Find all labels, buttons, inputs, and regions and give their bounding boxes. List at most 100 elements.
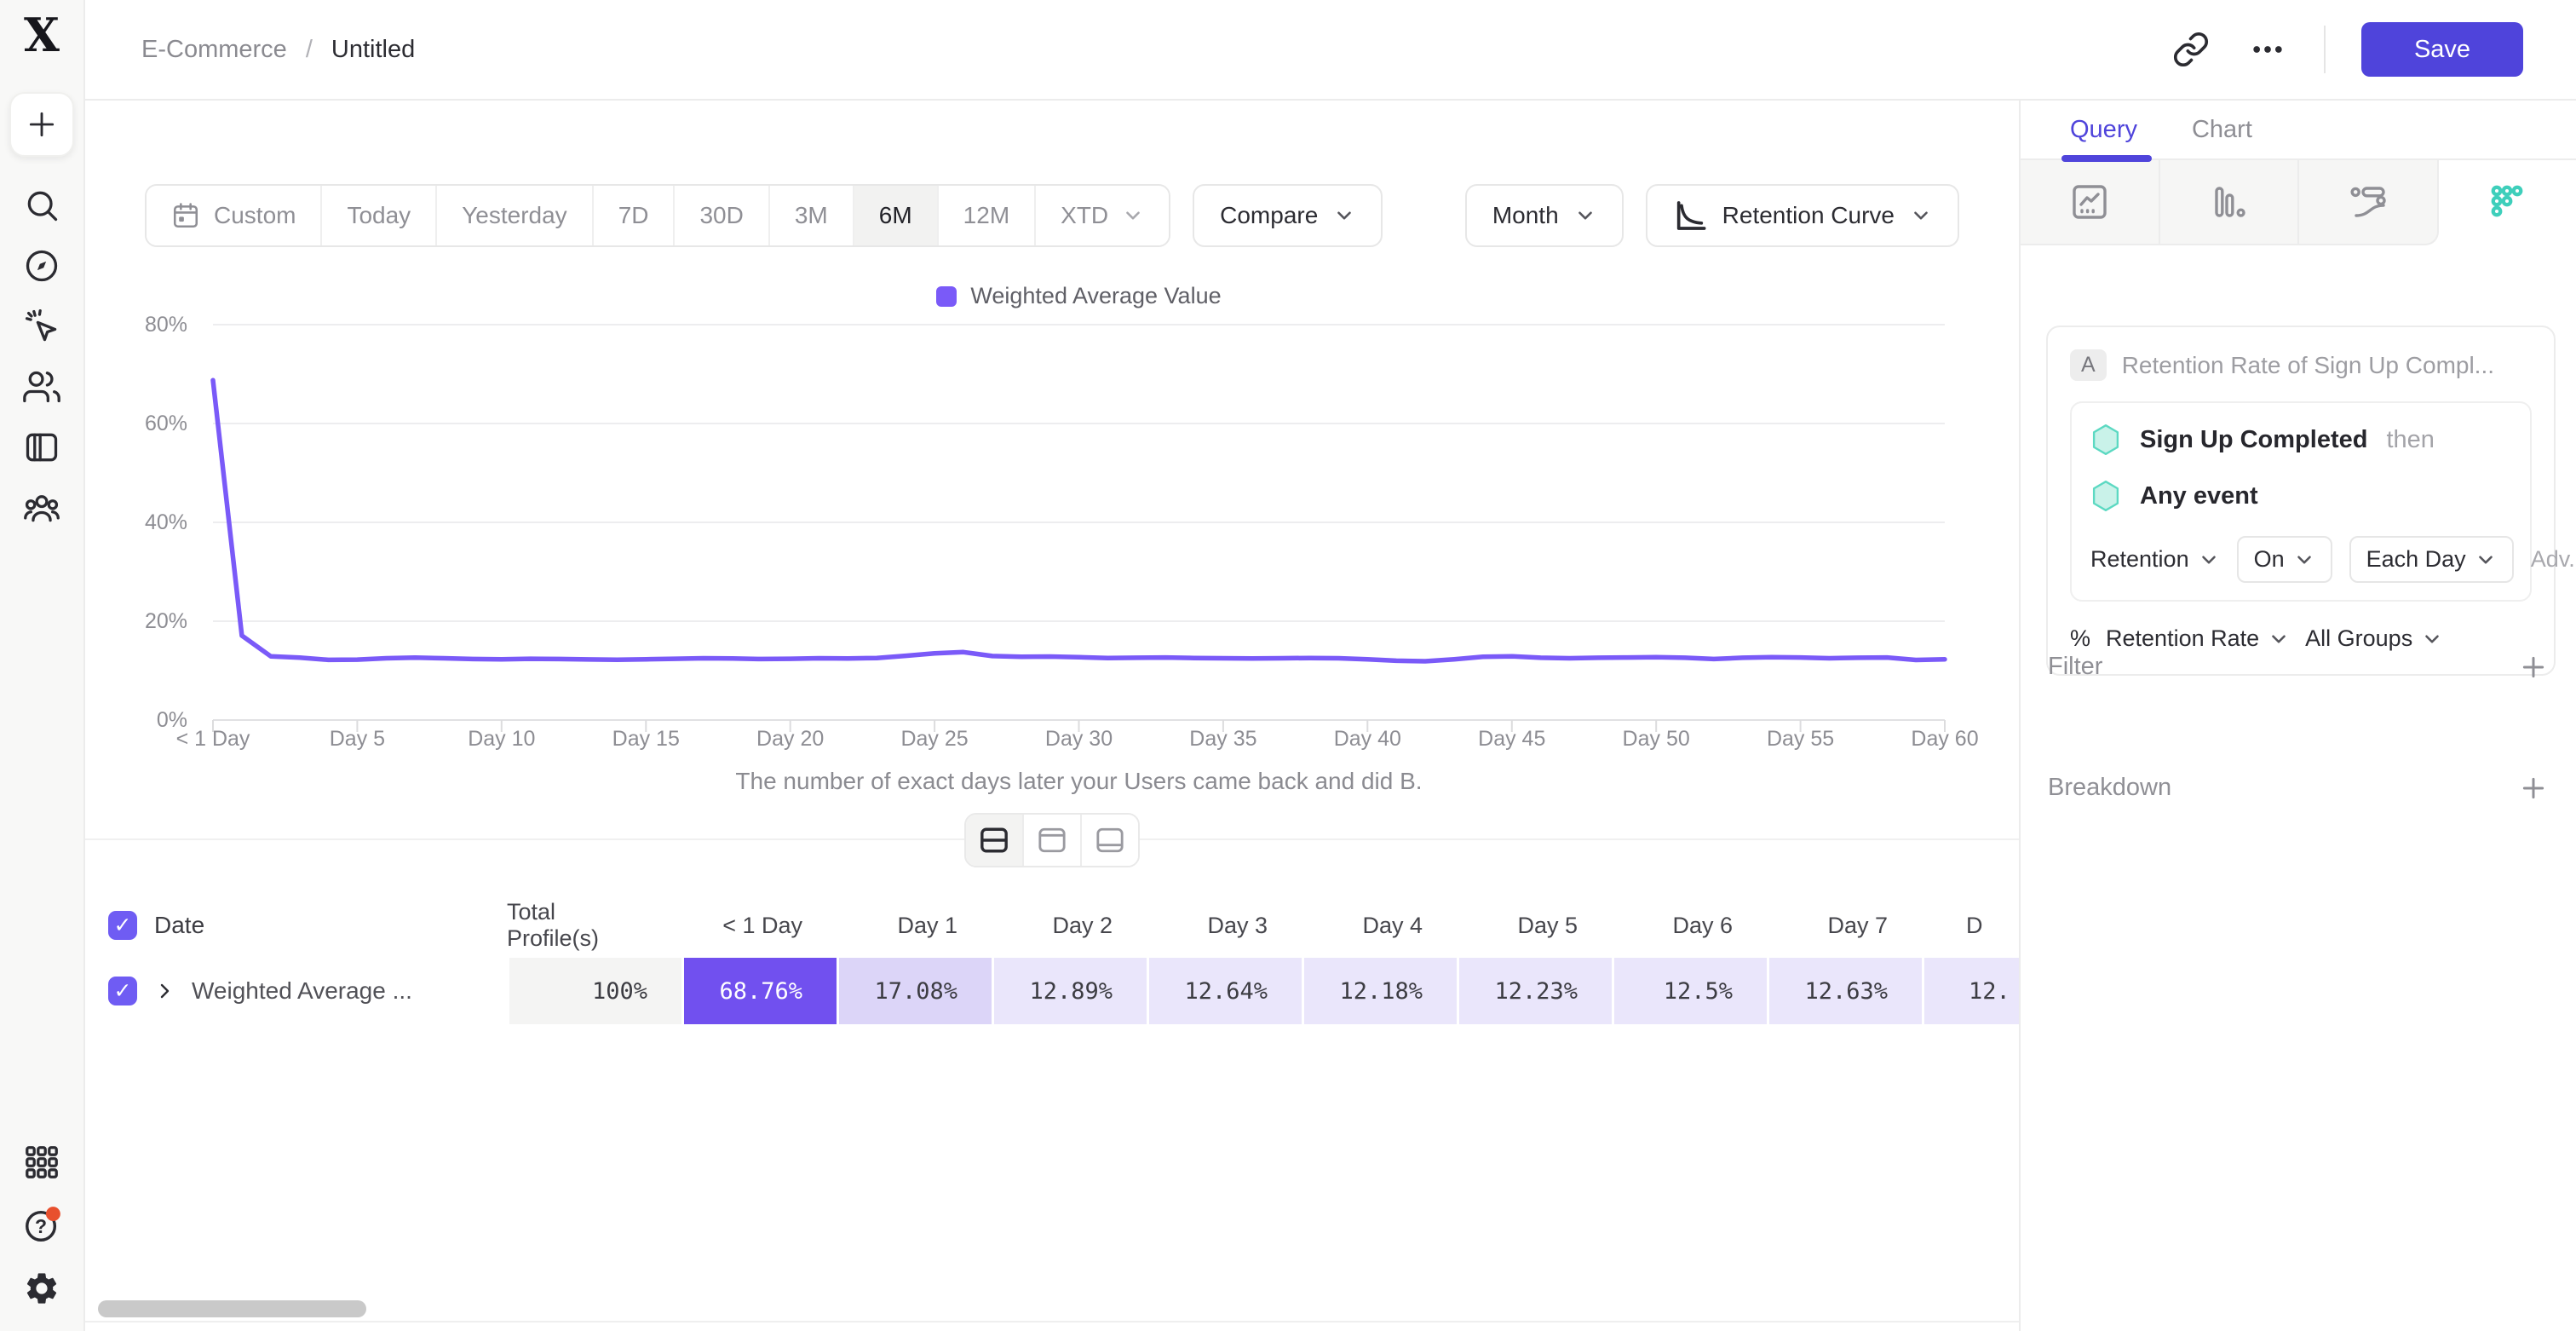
column-header[interactable]: Day 5	[1517, 912, 1578, 938]
chevron-down-icon	[2198, 549, 2220, 571]
rail-nav	[9, 92, 74, 528]
step-return-event[interactable]: Any event	[2090, 480, 2511, 512]
retention-cell[interactable]: 100%	[507, 958, 681, 1024]
percent-icon: %	[2070, 625, 2091, 651]
column-header[interactable]: Total Profile(s)	[507, 899, 600, 951]
funnels-report-button[interactable]	[2159, 160, 2299, 245]
breadcrumb-project[interactable]: E-Commerce	[141, 35, 287, 63]
retention-plot[interactable]	[210, 324, 1947, 734]
rail-item-settings[interactable]	[21, 1268, 62, 1309]
column-header[interactable]: Day 3	[1207, 912, 1268, 938]
retention-cell[interactable]: 12.89%	[992, 958, 1147, 1024]
page-title[interactable]: Untitled	[331, 35, 416, 63]
rail-item-help[interactable]: ?	[21, 1205, 62, 1246]
tab-chart[interactable]: Chart	[2191, 115, 2252, 143]
select-all-checkbox[interactable]: ✓	[108, 911, 137, 940]
query-title[interactable]: Retention Rate of Sign Up Compl...	[2121, 351, 2495, 378]
date-preset-custom[interactable]: Custom	[147, 186, 323, 245]
add-breakdown-button[interactable]	[2520, 775, 2547, 802]
then-label: then	[2386, 425, 2435, 453]
filter-label: Filter	[2048, 653, 2103, 680]
bottom-divider	[85, 1321, 2019, 1322]
tab-query[interactable]: Query	[2070, 115, 2137, 143]
metric-dropdown[interactable]: Retention Rate	[2106, 625, 2290, 652]
retention-chart[interactable]: 0% 20% 40% 60% 80% < 1 Day Day 5 Day 10 Day 15 D…	[145, 313, 1979, 764]
retention-cell[interactable]: 12.	[1922, 958, 2019, 1024]
chart-legend[interactable]: Weighted Average Value	[213, 283, 1945, 309]
retention-query-card: A Retention Rate of Sign Up Compl... Sig…	[2046, 326, 2576, 676]
save-button[interactable]: Save	[2361, 22, 2523, 77]
retention-cell[interactable]: 12.23%	[1457, 958, 1612, 1024]
retention-icon	[2487, 182, 2527, 223]
panel-tabs: Query Chart	[2021, 101, 2576, 162]
row-expander[interactable]	[154, 981, 175, 1001]
retention-cell[interactable]: 12.5%	[1612, 958, 1767, 1024]
retention-cell[interactable]: 12.63%	[1767, 958, 1922, 1024]
rail-item-boards[interactable]	[21, 427, 62, 468]
add-filter-button[interactable]	[2520, 654, 2547, 681]
horizontal-scrollbar-thumb[interactable]	[98, 1300, 366, 1317]
rail-bottom: ?	[21, 1142, 62, 1309]
rail-item-users[interactable]	[21, 366, 62, 407]
column-header[interactable]: < 1 Day	[722, 912, 802, 938]
rail-item-apps[interactable]	[21, 1142, 62, 1183]
chart-type-dropdown[interactable]: Retention Curve	[1645, 184, 1959, 247]
column-header[interactable]: Day 2	[1052, 912, 1113, 938]
flows-report-button[interactable]	[2299, 160, 2439, 245]
insights-report-button[interactable]	[2021, 160, 2160, 245]
step-first-event[interactable]: Sign Up Completed then	[2090, 424, 2511, 456]
retention-cell[interactable]: 12.18%	[1302, 958, 1457, 1024]
column-header[interactable]: Day 1	[897, 912, 957, 938]
date-preset-xtd[interactable]: XTD	[1036, 186, 1170, 245]
x-axis-label: < 1 Day	[175, 727, 250, 751]
date-preset-today[interactable]: Today	[322, 186, 438, 245]
hexagon-icon	[2090, 480, 2121, 512]
rail-item-discover[interactable]	[21, 245, 62, 286]
x-axis-caption: The number of exact days later your User…	[735, 768, 1423, 794]
date-preset-12m[interactable]: 12M	[938, 186, 1037, 245]
report-type-switcher	[2021, 160, 2576, 245]
chart-only-view-button[interactable]	[1024, 815, 1082, 866]
overflow-menu-button[interactable]	[2247, 29, 2288, 70]
rail-item-search[interactable]	[21, 185, 62, 226]
row-label[interactable]: Weighted Average ...	[192, 977, 412, 1004]
advanced-dropdown[interactable]: Adv...	[2530, 546, 2576, 572]
column-header[interactable]: D	[1966, 912, 1983, 938]
table-only-view-button[interactable]	[1082, 815, 1138, 866]
retention-cell[interactable]: 68.76%	[681, 958, 837, 1024]
rail-item-cohorts[interactable]	[21, 487, 62, 528]
x-axis-label: Day 20	[756, 727, 825, 751]
split-view-button[interactable]	[966, 815, 1024, 866]
retention-cell[interactable]: 17.08%	[837, 958, 992, 1024]
column-header[interactable]: Day 6	[1672, 912, 1733, 938]
app-logo[interactable]: X	[24, 8, 60, 62]
date-preset-7d[interactable]: 7D	[593, 186, 676, 245]
column-header[interactable]: Day 7	[1827, 912, 1888, 938]
layout-view-toggle	[964, 813, 1140, 867]
date-preset-yesterday[interactable]: Yesterday	[437, 186, 594, 245]
create-new-button[interactable]	[9, 92, 74, 157]
row-checkbox[interactable]: ✓	[108, 977, 137, 1005]
table-header-cells: Total Profile(s) < 1 Day Day 1 Day 2 Day 3 Da…	[507, 898, 2019, 953]
date-preset-6m[interactable]: 6M	[854, 186, 939, 245]
date-preset-3m[interactable]: 3M	[769, 186, 854, 245]
retention-curve-icon	[1673, 199, 1707, 233]
retention-cell[interactable]: 12.64%	[1147, 958, 1302, 1024]
breakdown-label: Breakdown	[2048, 774, 2172, 801]
column-header-date[interactable]: Date	[154, 912, 205, 938]
date-range-segmented-control: Custom Today Yesterday 7D 30D 3M 6M 12M …	[145, 184, 1171, 247]
groups-dropdown[interactable]: All Groups	[2305, 625, 2443, 652]
chevron-down-icon	[2268, 628, 2290, 650]
retention-report-button[interactable]	[2438, 160, 2576, 245]
copy-link-button[interactable]	[2171, 29, 2211, 70]
query-title-row: A Retention Rate of Sign Up Compl...	[2070, 349, 2532, 381]
rail-item-events[interactable]	[21, 306, 62, 347]
retention-mode-dropdown[interactable]: Retention	[2090, 546, 2220, 573]
time-bucket-dropdown[interactable]: Month	[1464, 184, 1624, 247]
retention-line[interactable]	[210, 377, 1947, 664]
column-header[interactable]: Day 4	[1362, 912, 1423, 938]
interval-dropdown[interactable]: Each Day	[2349, 536, 2514, 583]
date-preset-30d[interactable]: 30D	[675, 186, 770, 245]
on-dropdown[interactable]: On	[2236, 536, 2332, 583]
compare-button[interactable]: Compare	[1193, 184, 1383, 247]
